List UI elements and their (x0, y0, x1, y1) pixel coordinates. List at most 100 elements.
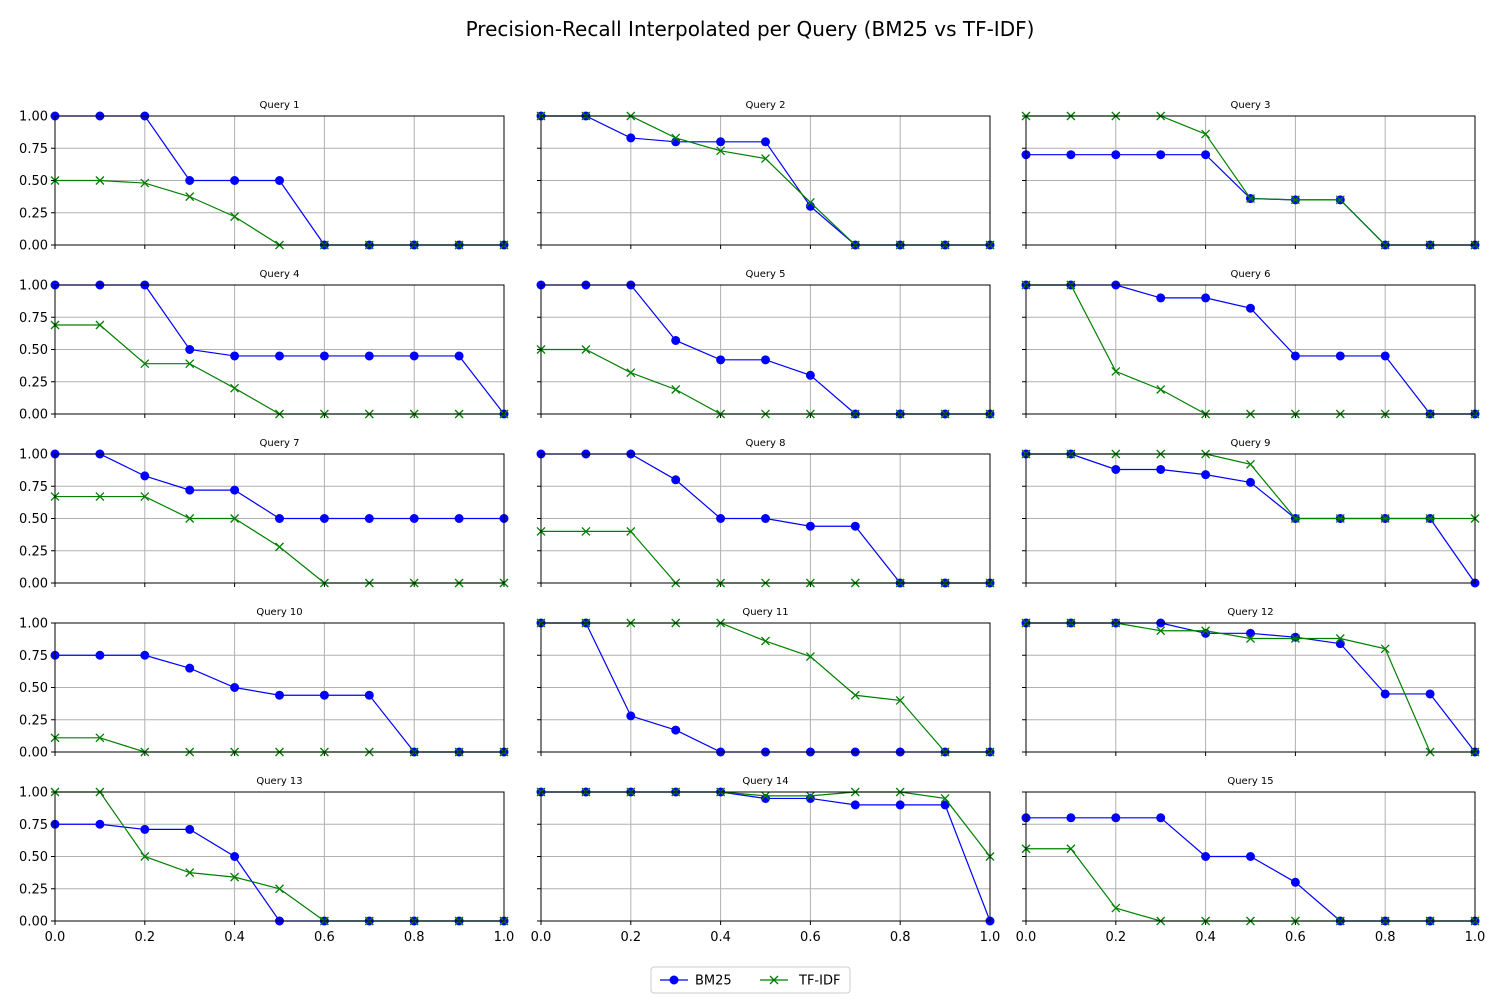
axes-frame (54, 115, 505, 246)
data-point-bm25 (1201, 470, 1211, 480)
data-point-bm25 (626, 711, 636, 721)
data-point-bm25 (95, 819, 105, 829)
data-point-bm25 (185, 663, 195, 673)
y-tick-label: 0.50 (19, 174, 48, 189)
y-tick-label: 0.50 (19, 343, 48, 358)
data-point-tfidf (626, 526, 636, 536)
data-point-tfidf (1425, 514, 1435, 523)
data-point-tfidf (230, 872, 240, 882)
data-point-bm25 (1201, 150, 1211, 160)
data-point-bm25 (716, 355, 726, 365)
legend-entry-tfidf: TF-IDF (760, 974, 840, 989)
axes-frame (540, 622, 991, 753)
axes-frame (54, 284, 505, 415)
data-point-tfidf (230, 514, 240, 523)
subplot-title: Query 3 (1231, 100, 1271, 111)
data-point-tfidf (1290, 634, 1300, 643)
y-tick-label: 0.00 (19, 746, 48, 761)
data-point-tfidf (1335, 634, 1345, 643)
data-point-bm25 (940, 800, 950, 810)
data-point-bm25 (1246, 303, 1255, 313)
data-point-bm25 (805, 370, 815, 380)
x-tick-label: 1.0 (980, 930, 1001, 945)
data-point-bm25 (1066, 150, 1076, 160)
series-line-tfidf (55, 737, 504, 753)
x-tick-label: 0.6 (314, 930, 335, 945)
y-tick-label: 0.50 (19, 681, 48, 696)
axes-frame (1025, 622, 1476, 753)
data-point-tfidf (761, 791, 770, 801)
gridlines (540, 622, 991, 753)
data-point-bm25 (319, 690, 329, 700)
data-point-bm25 (1290, 877, 1300, 887)
subplot-title: Query 7 (260, 438, 300, 449)
data-point-tfidf (1290, 514, 1300, 523)
data-point-tfidf (581, 526, 591, 536)
data-point-bm25 (1111, 464, 1121, 474)
series-tfidf (50, 320, 509, 419)
data-point-bm25 (1380, 689, 1390, 699)
data-point-bm25 (275, 514, 284, 523)
x-tick-label: 0.4 (224, 930, 245, 945)
gridlines (1025, 622, 1476, 753)
subplot-query-1: 0.00 0.25 0.50 0.75 1.00 Query 1 (19, 100, 509, 254)
series-bm25 (1021, 150, 1480, 250)
y-tick-label: 0.25 (19, 206, 48, 221)
data-point-bm25 (140, 471, 150, 481)
subplot-query-13: 0.00 0.25 0.50 0.75 1.00 0.0 0.2 0.4 0.6 0.8 1.0 Qu… (19, 776, 514, 945)
data-point-bm25 (1111, 813, 1121, 823)
data-point-bm25 (230, 485, 240, 495)
gridlines (540, 284, 991, 415)
data-point-tfidf (140, 359, 150, 369)
subplot-query-9: Query 9 (1021, 438, 1480, 588)
data-point-bm25 (1201, 852, 1211, 861)
legend: BM25 TF-IDF (650, 966, 851, 994)
series-line-bm25 (1026, 817, 1475, 922)
data-point-bm25 (185, 824, 195, 834)
figure-title: Precision-Recall Interpolated per Query … (466, 17, 1035, 41)
data-point-bm25 (409, 514, 419, 523)
data-point-tfidf (1246, 459, 1255, 469)
data-point-tfidf (716, 146, 726, 156)
data-point-tfidf (671, 133, 681, 143)
data-point-tfidf (185, 192, 195, 202)
subplot-title: Query 12 (1227, 607, 1273, 618)
data-point-tfidf (671, 385, 681, 394)
axes-frame (1025, 791, 1476, 922)
data-point-tfidf (940, 793, 950, 803)
x-tick-label: 0.2 (620, 930, 641, 945)
gridlines (54, 791, 505, 922)
data-point-bm25 (1111, 150, 1121, 160)
data-point-bm25 (364, 690, 374, 700)
axes-frame (54, 622, 505, 753)
x-tick-label: 0.8 (1375, 930, 1396, 945)
data-point-bm25 (671, 335, 681, 345)
subplot-title: Query 8 (746, 438, 786, 449)
x-tick-label: 0.2 (1105, 930, 1126, 945)
data-point-tfidf (850, 690, 860, 700)
x-tick-label: 0.0 (45, 930, 66, 945)
axes-frame (54, 453, 505, 584)
data-point-bm25 (140, 824, 150, 834)
data-point-bm25 (275, 690, 284, 700)
data-point-bm25 (230, 683, 240, 692)
x-tick-label: 1.0 (1465, 930, 1486, 945)
data-point-bm25 (1246, 477, 1255, 487)
data-point-bm25 (230, 852, 240, 861)
subplot-query-14: 0.0 0.2 0.4 0.6 0.8 1.0 Query 14 (531, 776, 1001, 945)
data-point-bm25 (895, 800, 905, 810)
gridlines (1025, 115, 1476, 246)
subplot-title: Query 4 (260, 269, 300, 280)
y-tick-label: 0.25 (19, 544, 48, 559)
y-tick-label: 0.00 (19, 577, 48, 592)
subplot-grid: 0.00 0.25 0.50 0.75 1.00 Query 1 Query 2 Query … (19, 100, 1485, 945)
axes-frame (540, 453, 991, 584)
subplot-query-2: Query 2 (536, 100, 995, 250)
subplot-title: Query 6 (1231, 269, 1271, 280)
data-point-tfidf (185, 868, 195, 878)
data-point-bm25 (275, 351, 284, 361)
data-point-bm25 (230, 351, 240, 361)
data-point-bm25 (805, 201, 815, 211)
data-point-tfidf (1201, 626, 1211, 636)
x-tick-label: 0.6 (800, 930, 821, 945)
